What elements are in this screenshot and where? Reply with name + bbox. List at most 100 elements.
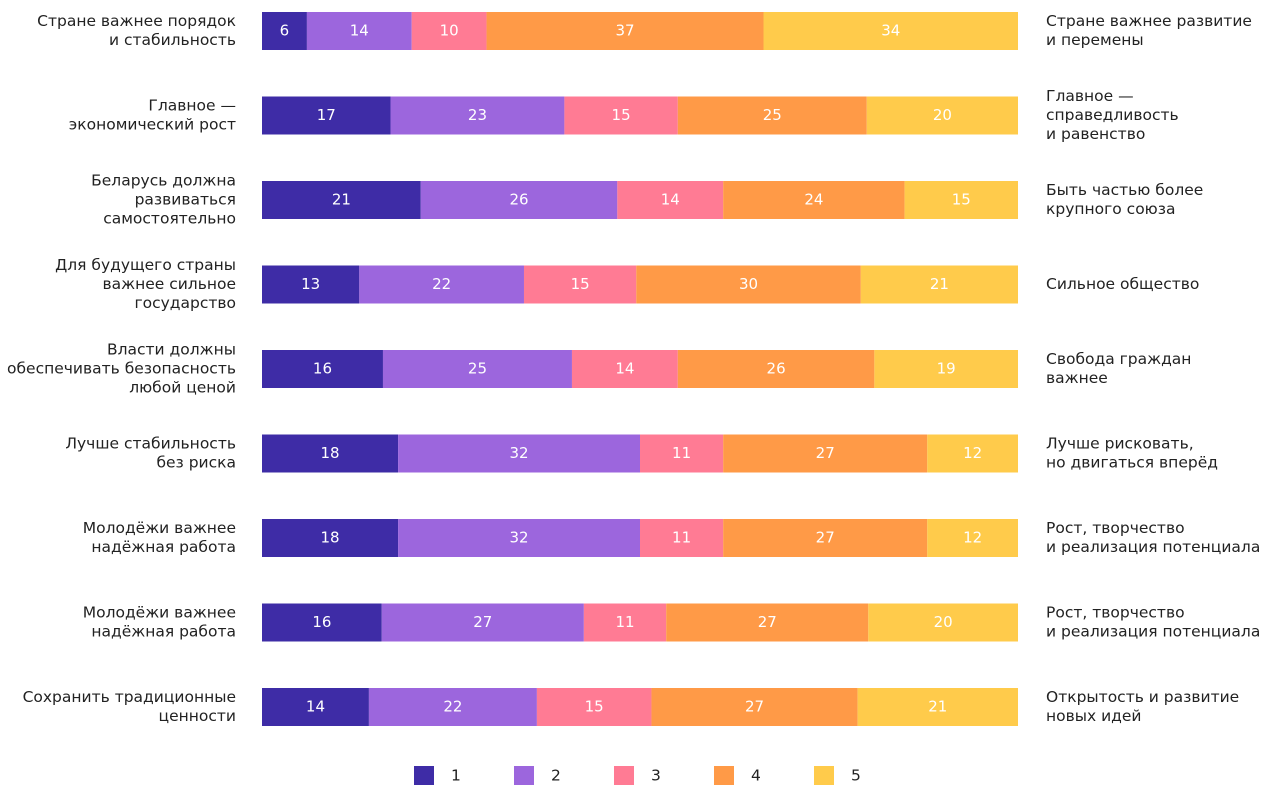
- value-label: 20: [934, 613, 953, 631]
- value-label: 17: [317, 106, 336, 124]
- value-label: 27: [745, 698, 764, 716]
- value-label: 19: [937, 360, 956, 378]
- right-label: новых идей: [1046, 707, 1142, 725]
- value-label: 18: [320, 529, 339, 547]
- value-label: 27: [473, 613, 492, 631]
- left-label: Главное —: [148, 97, 236, 115]
- value-label: 11: [672, 444, 691, 462]
- value-label: 12: [963, 444, 982, 462]
- bar-segment: [398, 434, 640, 473]
- left-label: и стабильность: [109, 31, 236, 49]
- bar-segment: [536, 688, 652, 726]
- right-label: Главное —: [1046, 87, 1134, 105]
- right-label: важнее: [1046, 369, 1108, 387]
- right-label: Рост, творчество: [1046, 604, 1185, 622]
- bar-segment: [763, 12, 1018, 50]
- value-label: 27: [758, 613, 777, 631]
- bar-segment: [368, 688, 537, 726]
- value-label: 14: [306, 698, 325, 716]
- right-label: Лучше рисковать,: [1046, 435, 1194, 453]
- left-label: Сохранить традиционные: [23, 688, 236, 706]
- value-label: 21: [930, 275, 949, 293]
- bar-segment: [723, 434, 928, 473]
- value-label: 26: [509, 191, 528, 209]
- bar-segment: [262, 688, 369, 726]
- value-label: 32: [509, 444, 528, 462]
- value-label: 16: [312, 613, 331, 631]
- value-label: 11: [672, 529, 691, 547]
- bar-segment: [262, 603, 382, 642]
- bar-segment: [723, 519, 928, 557]
- value-label: 32: [509, 529, 528, 547]
- value-label: 25: [763, 106, 782, 124]
- bar-segment: [564, 96, 678, 135]
- bar-segment: [723, 181, 905, 219]
- value-label: 22: [443, 698, 462, 716]
- left-label: Стране важнее порядок: [37, 12, 236, 30]
- right-label: но двигаться вперёд: [1046, 454, 1218, 472]
- legend-label: 4: [751, 767, 761, 785]
- bar-segment: [420, 181, 618, 219]
- value-label: 34: [881, 22, 900, 40]
- value-label: 12: [963, 529, 982, 547]
- value-label: 23: [468, 106, 487, 124]
- right-label: Рост, творчество: [1046, 519, 1185, 537]
- bar-segment: [571, 350, 678, 388]
- bar-segment: [262, 265, 360, 304]
- value-label: 22: [432, 275, 451, 293]
- left-label: самостоятельно: [103, 210, 236, 228]
- left-label: без риска: [156, 454, 236, 472]
- left-label: надёжная работа: [91, 623, 236, 641]
- bar-segment: [486, 12, 764, 50]
- bar-segment: [860, 265, 1018, 304]
- bar-segment: [262, 181, 421, 219]
- value-label: 18: [320, 444, 339, 462]
- left-label: важнее сильное: [102, 275, 236, 293]
- bar-segment: [262, 350, 383, 388]
- legend-label: 1: [451, 767, 461, 785]
- legend-swatch: [814, 766, 834, 785]
- right-label: и равенство: [1046, 125, 1145, 143]
- legend-swatch: [714, 766, 734, 785]
- bar-segment: [306, 12, 412, 50]
- left-label: надёжная работа: [91, 538, 236, 556]
- value-label: 25: [468, 360, 487, 378]
- value-label: 21: [332, 191, 351, 209]
- value-label: 14: [615, 360, 634, 378]
- bar-segment: [868, 603, 1018, 642]
- bar-segment: [640, 434, 724, 473]
- value-label: 24: [804, 191, 823, 209]
- value-label: 30: [739, 275, 758, 293]
- left-label: развиваться: [135, 191, 236, 209]
- bar-segment: [262, 96, 391, 135]
- bar-segment: [411, 12, 487, 50]
- value-label: 26: [767, 360, 786, 378]
- bar-segment: [390, 96, 565, 135]
- bar-segment: [866, 96, 1018, 135]
- value-label: 15: [585, 698, 604, 716]
- value-label: 14: [661, 191, 680, 209]
- value-label: 27: [816, 529, 835, 547]
- left-label: Лучше стабильность: [65, 435, 236, 453]
- value-label: 37: [615, 22, 634, 40]
- bar-segment: [262, 519, 399, 557]
- value-label: 14: [350, 22, 369, 40]
- value-label: 6: [280, 22, 290, 40]
- value-label: 21: [928, 698, 947, 716]
- bar-segment: [857, 688, 1018, 726]
- value-label: 16: [313, 360, 332, 378]
- bar-segment: [262, 12, 307, 50]
- right-label: Стране важнее развитие: [1046, 12, 1252, 30]
- bar-segment: [583, 603, 667, 642]
- value-label: 13: [301, 275, 320, 293]
- right-label: Сильное общество: [1046, 275, 1199, 293]
- left-label: обеспечивать безопасность: [7, 360, 236, 378]
- bar-segment: [677, 96, 867, 135]
- right-label: крупного союза: [1046, 200, 1175, 218]
- bar-segment: [381, 603, 584, 642]
- bar-segment: [666, 603, 869, 642]
- value-label: 11: [615, 613, 634, 631]
- legend-swatch: [614, 766, 634, 785]
